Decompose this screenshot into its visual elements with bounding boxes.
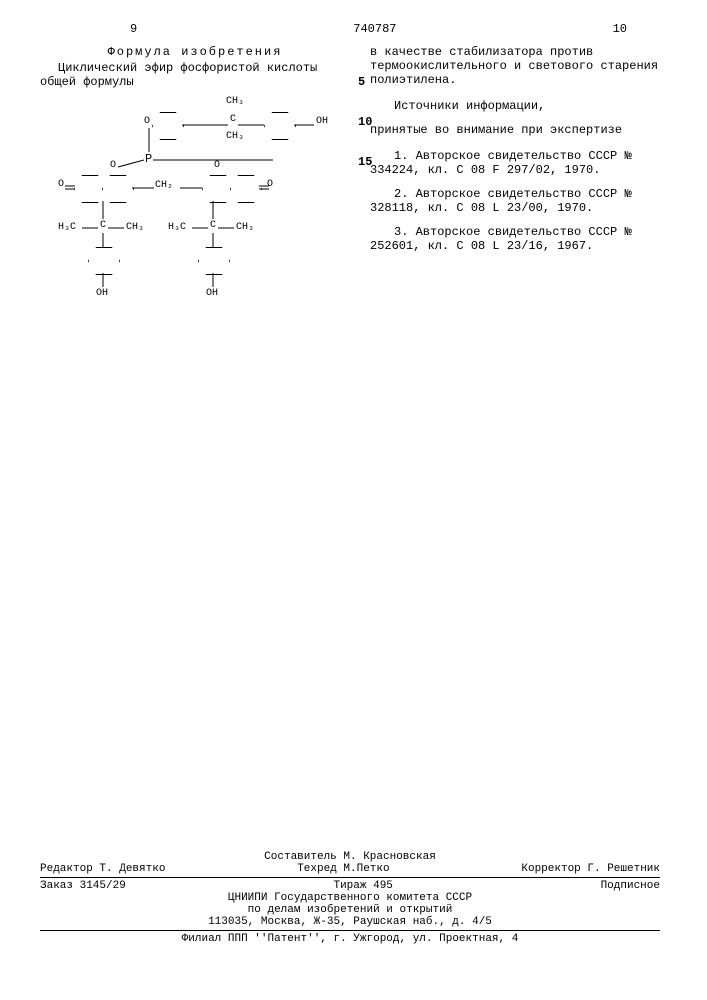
footer-order: Заказ 3145/29 <box>40 880 126 892</box>
footer-corrector: Корректор Г. Решетник <box>521 863 660 875</box>
reference-3: 3. Авторское свидетельство СССР № 252601… <box>370 225 670 253</box>
patent-number: 740787 <box>353 22 396 36</box>
chem-ch3-top1: CH₃ <box>226 97 244 107</box>
chem-o-left: O <box>110 161 116 171</box>
chem-ch2-label: CH₂ <box>155 181 173 191</box>
reference-2: 2. Авторское свидетельство СССР № 328118… <box>370 187 670 215</box>
footer-org1: ЦНИИПИ Государственного комитета СССР <box>40 892 660 904</box>
stabilizer-para: в качестве стабилизатора против термооки… <box>370 45 670 87</box>
chem-ch3-top2: CH₃ <box>226 132 244 142</box>
chem-o-right: O <box>214 161 220 171</box>
page-number-left: 9 <box>130 22 137 36</box>
chem-ring-mid-left-b <box>102 175 134 203</box>
chem-h3c-l: H₃C <box>58 223 76 233</box>
footer-branch: Филиал ППП ''Патент'', г. Ужгород, ул. П… <box>40 933 660 945</box>
chem-o-top: O <box>144 117 150 127</box>
footer-editor: Редактор Т. Девятко <box>40 863 165 875</box>
page-number-right: 10 <box>613 22 627 36</box>
chem-oh-br: OH <box>206 289 218 299</box>
chem-ring-top-left <box>152 112 184 140</box>
chem-c-r: C <box>210 221 216 231</box>
formula-subheading: Циклический эфир фосфористой кислоты общ… <box>40 61 350 89</box>
chem-oh-bl: OH <box>96 289 108 299</box>
chem-c-l: C <box>100 221 106 231</box>
chem-ch3-l: CH₃ <box>126 223 144 233</box>
footer-address1: 113035, Москва, Ж-35, Раушская наб., д. … <box>40 916 660 928</box>
chem-p-label: P <box>145 153 152 165</box>
sources-subheading: принятые во внимание при экспертизе <box>370 123 670 137</box>
footer: Составитель М. Красновская Редактор Т. Д… <box>40 851 660 945</box>
left-column: Формула изобретения Циклический эфир фос… <box>40 45 350 350</box>
footer-compiler: Составитель М. Красновская <box>40 851 660 863</box>
chem-ring-mid-right-a <box>202 175 234 203</box>
formula-heading: Формула изобретения <box>40 45 350 59</box>
divider-2 <box>40 930 660 931</box>
chem-c-top: C <box>230 115 236 125</box>
footer-techred: Техред М.Петко <box>297 863 389 875</box>
divider-1 <box>40 877 660 878</box>
chem-o-ring-l: O <box>58 180 64 190</box>
page-header: 9 740787 10 <box>0 22 707 36</box>
chem-ch3-r: CH₃ <box>236 223 254 233</box>
sources-heading: Источники информации, <box>370 99 670 113</box>
right-column: в качестве стабилизатора против термооки… <box>370 45 670 263</box>
chem-oh-top: OH <box>316 117 328 127</box>
chemical-structure: CH₃ O C OH CH₃ P O O O CH₂ <box>40 95 350 350</box>
footer-subscription: Подписное <box>601 880 660 892</box>
reference-1: 1. Авторское свидетельство СССР № 334224… <box>370 149 670 177</box>
footer-tirage: Тираж 495 <box>333 880 392 892</box>
chem-ring-mid-left-a <box>74 175 106 203</box>
footer-org2: по делам изобретений и открытий <box>40 904 660 916</box>
chem-ring-top-right <box>264 112 296 140</box>
chem-ring-bottom-left <box>88 247 120 275</box>
chem-ring-bottom-right <box>198 247 230 275</box>
chem-h3c-r: H₃C <box>168 223 186 233</box>
chem-ring-mid-right-b <box>230 175 262 203</box>
